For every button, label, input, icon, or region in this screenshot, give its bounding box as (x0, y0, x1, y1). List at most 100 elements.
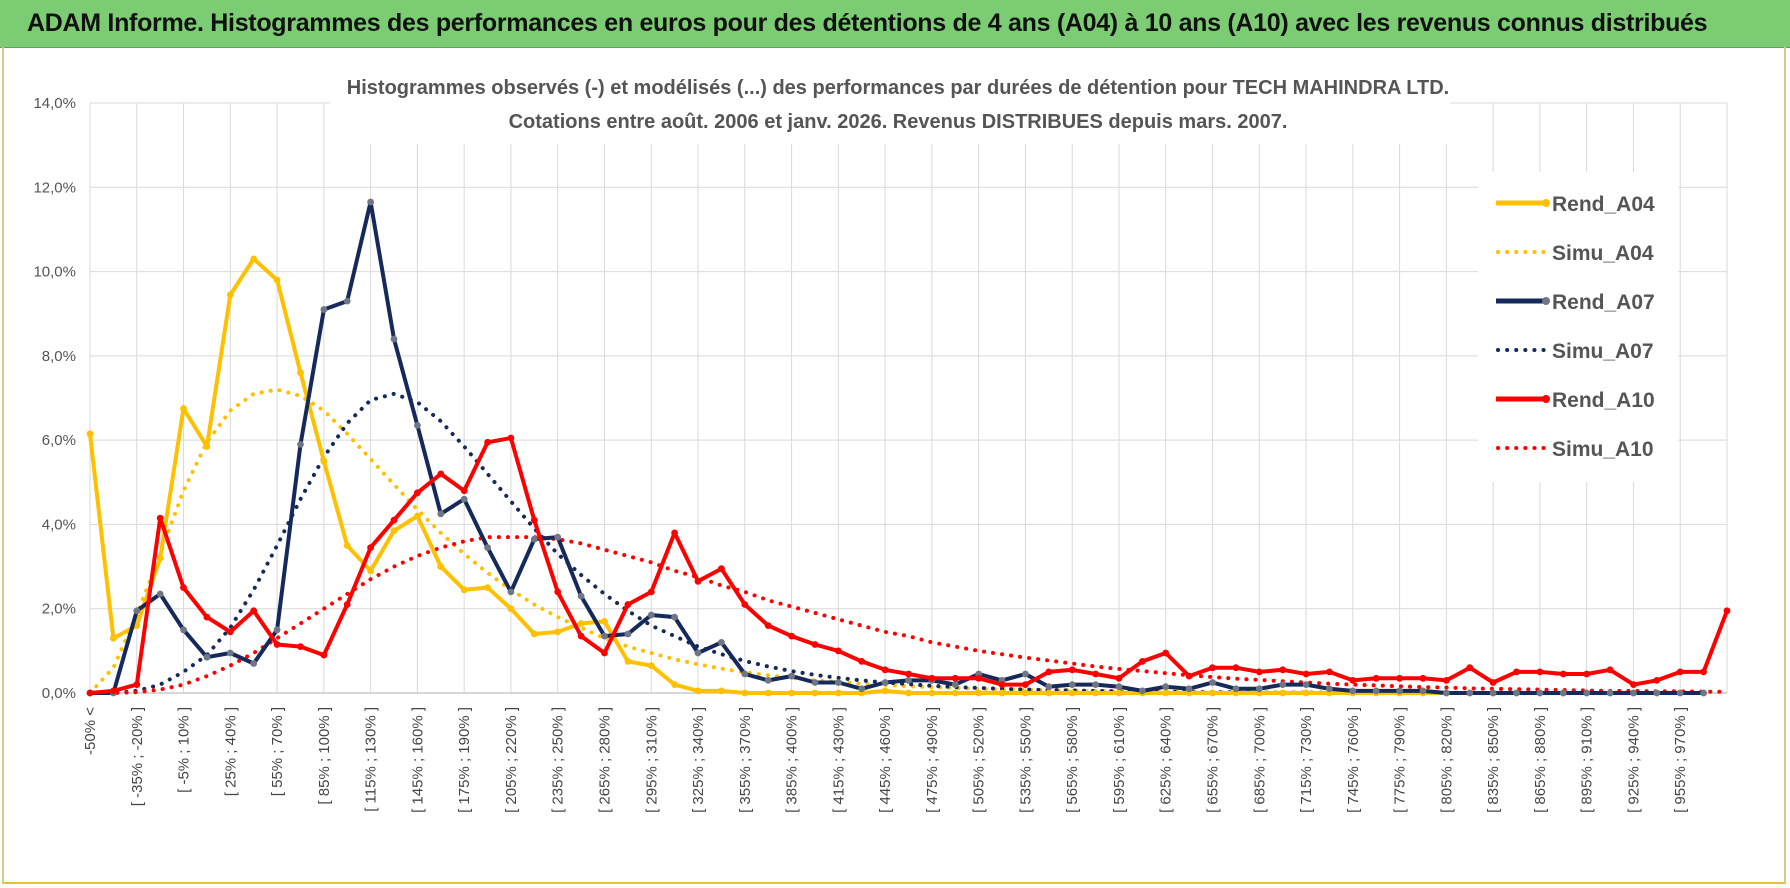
data-point (834, 679, 842, 686)
data-point (1162, 683, 1170, 691)
data-point (1185, 685, 1193, 693)
series-lines (86, 198, 1731, 697)
x-tick-label: [ 145% ; 160% ] (409, 707, 426, 813)
report-title: ADAM Informe. Histogrammes des performan… (27, 9, 1708, 37)
y-tick-label: 0,0% (42, 685, 76, 702)
legend-label: Simu_A07 (1552, 340, 1654, 363)
data-point (133, 607, 141, 615)
data-point (86, 430, 94, 438)
data-point (1139, 687, 1146, 695)
data-point (320, 457, 328, 465)
data-point (133, 681, 141, 688)
x-tick-label: [ 895% ; 910% ] (1579, 707, 1596, 813)
data-point (414, 489, 421, 497)
data-point (180, 584, 187, 591)
x-tick-label: -50% < (82, 707, 99, 755)
data-point (741, 601, 749, 608)
data-point (1045, 683, 1053, 691)
data-point (343, 601, 351, 608)
data-point (110, 687, 117, 695)
data-point (390, 527, 398, 535)
data-point (788, 689, 795, 697)
data-point (975, 689, 983, 697)
data-point (414, 422, 421, 429)
y-tick-label: 8,0% (42, 348, 76, 365)
x-tick-label: [ 325% ; 340% ] (690, 707, 707, 813)
data-point (1279, 681, 1287, 688)
data-point (484, 544, 491, 551)
data-point (1396, 687, 1403, 695)
data-point (1676, 668, 1684, 676)
data-point (998, 681, 1006, 688)
data-point (156, 514, 164, 522)
data-point (1068, 689, 1076, 697)
data-point (367, 544, 374, 551)
data-point (1653, 689, 1661, 697)
data-point (530, 630, 538, 638)
data-point (530, 535, 538, 543)
series-rend-a10 (86, 434, 1731, 697)
y-tick-label: 12,0% (33, 179, 76, 196)
x-tick-label: [ 295% ; 310% ] (643, 707, 660, 813)
x-tick-label: [ 805% ; 820% ] (1438, 707, 1455, 813)
legend-label: Simu_A10 (1552, 438, 1654, 461)
data-point (1232, 685, 1240, 693)
data-point (577, 592, 585, 600)
data-point (1068, 666, 1076, 674)
data-point (390, 335, 398, 343)
data-point (203, 443, 211, 450)
data-point (1443, 689, 1450, 697)
x-tick-label: [ 235% ; 250% ] (550, 707, 567, 813)
data-point (1139, 658, 1146, 665)
data-point (905, 677, 912, 684)
data-point (1372, 674, 1380, 682)
x-tick-label: [ 265% ; 280% ] (596, 707, 613, 813)
data-point (273, 276, 281, 284)
data-point (320, 651, 328, 659)
x-tick-label: [ 595% ; 610% ] (1111, 707, 1128, 813)
data-point (694, 687, 702, 695)
series-rend-a04 (86, 255, 1707, 697)
data-point (203, 613, 211, 621)
data-point (1606, 689, 1614, 697)
legend-marker (1542, 297, 1550, 305)
data-point (741, 670, 749, 678)
data-point (180, 626, 187, 634)
data-point (1162, 649, 1170, 657)
data-point (484, 438, 491, 446)
data-point (577, 620, 585, 627)
y-tick-label: 10,0% (33, 264, 76, 281)
data-point (951, 681, 959, 688)
data-point (881, 666, 889, 674)
legend-item: Rend_A10 (1496, 389, 1655, 412)
data-point (343, 297, 351, 305)
data-point (811, 679, 819, 686)
data-point (1092, 670, 1099, 678)
x-tick-label: [ 475% ; 490% ] (924, 707, 941, 813)
data-point (671, 681, 678, 688)
data-point (1115, 674, 1123, 682)
y-tick-label: 2,0% (42, 601, 76, 618)
data-point (834, 689, 842, 697)
legend-item: Simu_A04 (1496, 242, 1654, 265)
data-point (226, 291, 234, 299)
data-point (1443, 677, 1450, 684)
data-point (601, 632, 608, 640)
x-tick-label: [ 865% ; 880% ] (1532, 707, 1549, 813)
data-point (297, 441, 304, 448)
data-point (1723, 607, 1731, 615)
data-point (1700, 689, 1707, 697)
data-point (484, 584, 491, 591)
data-point (1255, 685, 1263, 693)
data-point (1045, 689, 1053, 697)
legend-backdrop (1478, 172, 1678, 482)
x-tick-label: [ 685% ; 700% ] (1251, 707, 1268, 813)
data-point (297, 643, 304, 650)
data-point (1653, 677, 1661, 684)
data-point (811, 641, 819, 648)
data-point (1279, 666, 1287, 674)
data-point (1209, 689, 1216, 697)
data-point (1630, 689, 1637, 697)
data-point (250, 255, 258, 263)
title-backdrop (330, 68, 1450, 144)
